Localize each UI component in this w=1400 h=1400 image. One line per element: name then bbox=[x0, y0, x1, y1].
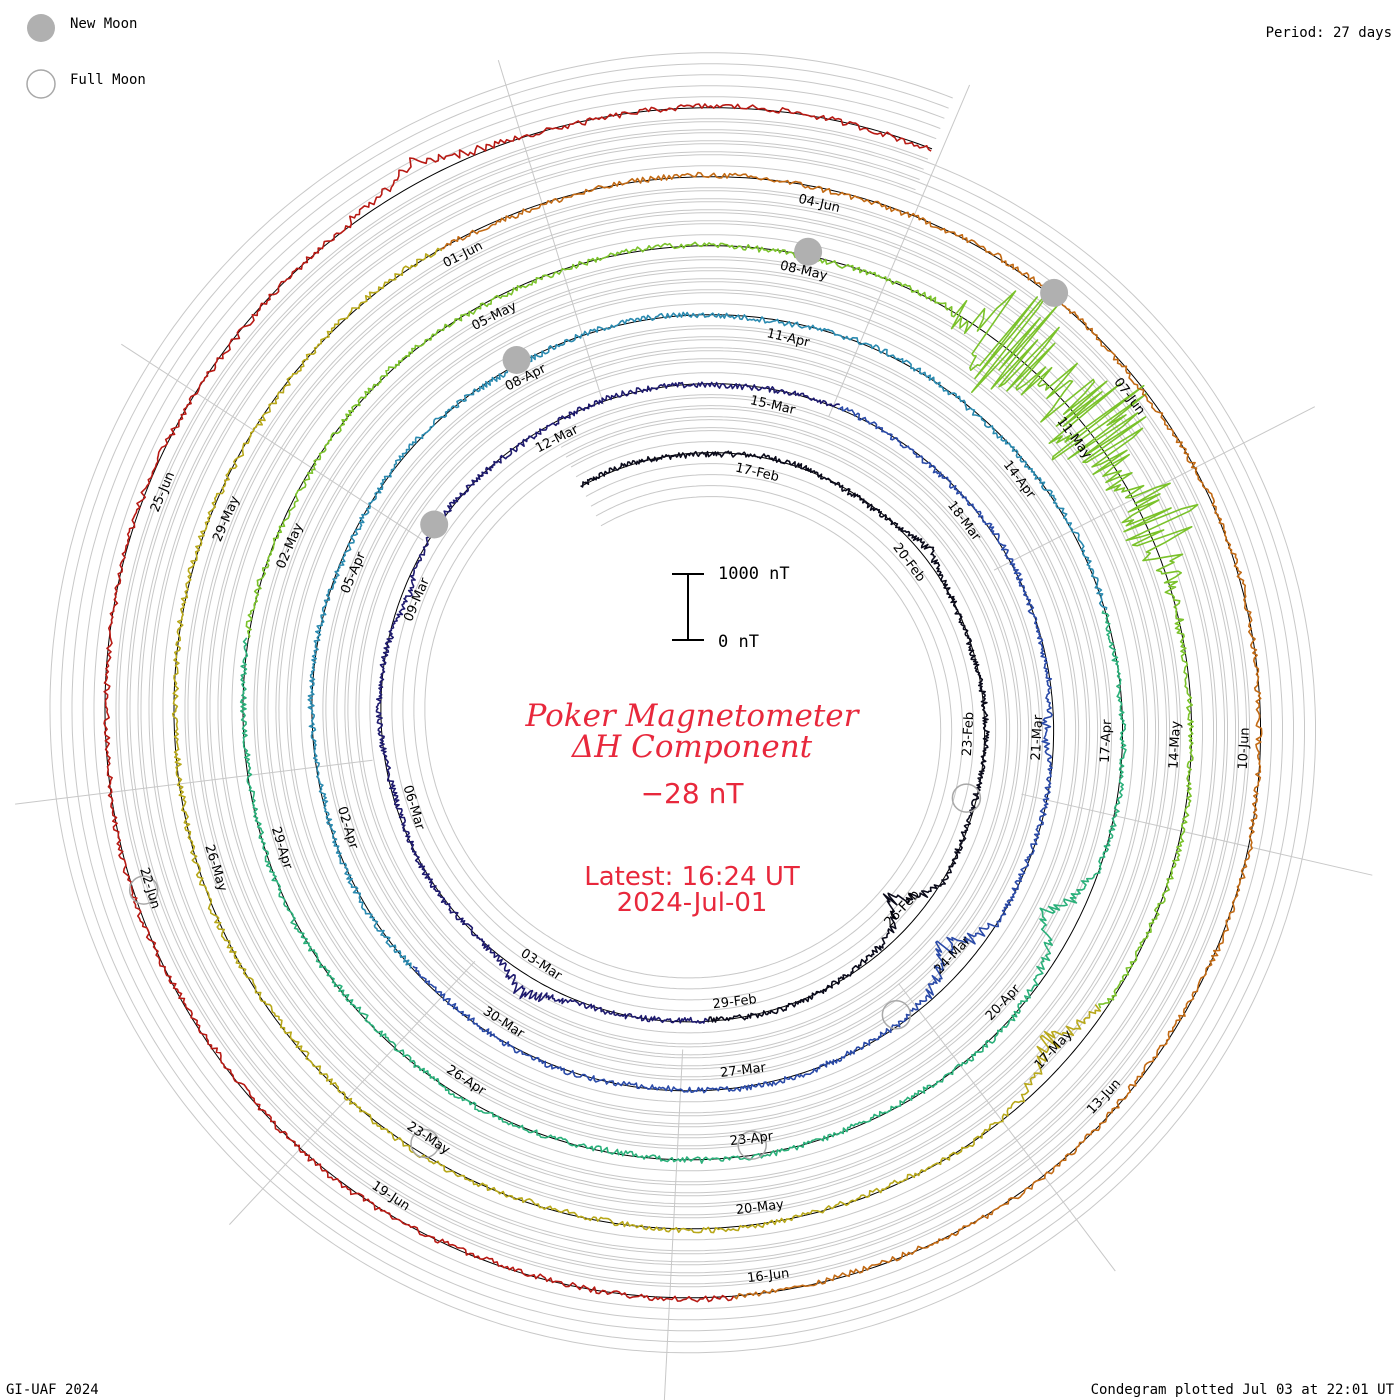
chart-subtitle: ΔH Component bbox=[571, 729, 813, 765]
latest-date: 2024-Jul-01 bbox=[617, 888, 768, 918]
series-trace-segment bbox=[580, 450, 990, 1023]
series-trace-segment bbox=[239, 610, 1127, 1164]
footer-credit: GI-UAF 2024 bbox=[6, 1382, 99, 1398]
series-trace-segment bbox=[245, 241, 1199, 1009]
date-tick-label: 18-Mar bbox=[944, 498, 984, 544]
full-moon-legend-label: Full Moon bbox=[70, 72, 146, 88]
series-trace-segment bbox=[375, 381, 841, 1024]
new-moon-legend-label: New Moon bbox=[70, 16, 137, 32]
new-moon-legend-icon bbox=[27, 14, 55, 42]
grid-spiral bbox=[148, 151, 1217, 1255]
grid-spoke bbox=[1021, 793, 1373, 876]
chart-title: Poker Magnetometer bbox=[525, 698, 861, 734]
date-tick-label: 10-Jun bbox=[1236, 727, 1253, 770]
grid-spiral bbox=[126, 129, 1239, 1277]
date-tick-label: 17-May bbox=[1032, 1027, 1076, 1073]
date-tick-label: 14-May bbox=[1167, 720, 1185, 769]
grid-spoke bbox=[828, 84, 971, 417]
grid-spoke bbox=[121, 343, 424, 541]
full-moon-marker bbox=[128, 875, 159, 905]
grid-spoke bbox=[898, 983, 1116, 1272]
new-moon-marker bbox=[502, 346, 531, 374]
date-tick-label: 17-Apr bbox=[1098, 719, 1115, 764]
grid-spiral bbox=[71, 74, 1294, 1332]
grid-spoke bbox=[229, 960, 476, 1225]
full-moon-legend-icon bbox=[26, 69, 56, 99]
new-moon-marker bbox=[1040, 278, 1069, 307]
scale-bar-top-label: 1000 nT bbox=[718, 564, 790, 584]
grid-spiral bbox=[60, 63, 1305, 1343]
date-tick-label: 11-Apr bbox=[765, 326, 811, 351]
date-tick-label: 20-May bbox=[735, 1197, 785, 1218]
full-moon-marker bbox=[881, 1000, 912, 1030]
period-label: Period: 27 days bbox=[1266, 25, 1392, 41]
new-moon-marker bbox=[420, 510, 449, 539]
full-moon-marker bbox=[951, 783, 982, 813]
series-trace-segment bbox=[103, 103, 932, 1303]
data-spiral bbox=[103, 103, 1263, 1303]
date-tick-label: 04-Jun bbox=[797, 192, 842, 216]
grid-spiral bbox=[82, 85, 1283, 1321]
full-moon-marker bbox=[410, 1128, 440, 1159]
series-trace-segment bbox=[171, 247, 1102, 1234]
date-tick-label: 29-Feb bbox=[712, 992, 758, 1012]
date-tick-label: 23-Apr bbox=[729, 1129, 775, 1149]
full-moon-marker bbox=[737, 1130, 767, 1160]
grid-spiral bbox=[49, 52, 1316, 1354]
grid-spoke bbox=[15, 759, 373, 805]
date-tick-label: 05-May bbox=[469, 299, 519, 334]
moon-markers bbox=[128, 237, 1069, 1160]
grid-spoke bbox=[497, 59, 604, 405]
date-tick-label: 16-Jun bbox=[746, 1266, 790, 1286]
date-tick-label: 12-Mar bbox=[533, 422, 581, 456]
date-tick-label: 21-Mar bbox=[1029, 714, 1046, 761]
current-value: −28 nT bbox=[641, 777, 745, 810]
date-tick-label: 17-Feb bbox=[734, 461, 780, 486]
grid-spoke bbox=[663, 1049, 684, 1400]
series-trace-segment bbox=[412, 406, 1053, 1094]
grid-spiral bbox=[137, 140, 1228, 1266]
latest-time: Latest: 16:24 UT bbox=[584, 862, 800, 892]
date-tick-label: 23-Feb bbox=[960, 712, 977, 757]
footer-timestamp: Condegram plotted Jul 03 at 22:01 UT bbox=[1091, 1382, 1395, 1398]
new-moon-marker bbox=[794, 237, 823, 266]
date-tick-label: 03-Mar bbox=[518, 946, 565, 984]
grid-spiral bbox=[115, 118, 1250, 1288]
grid-spiral bbox=[93, 96, 1272, 1310]
series-trace-segment bbox=[440, 171, 1263, 1300]
scale-bar: 1000 nT 0 nT bbox=[672, 564, 790, 652]
scale-bar-bottom-label: 0 nT bbox=[718, 632, 759, 652]
date-tick-label: 27-Mar bbox=[719, 1060, 767, 1081]
date-tick-label: 20-Apr bbox=[983, 981, 1024, 1023]
